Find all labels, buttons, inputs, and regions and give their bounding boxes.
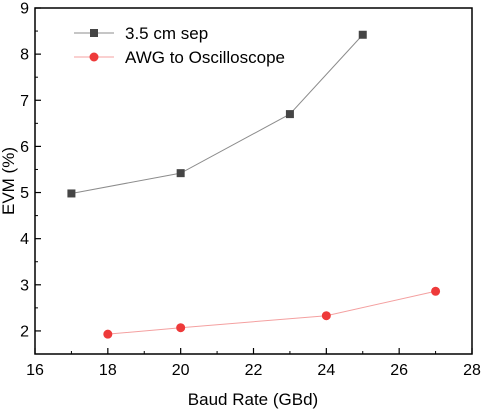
series-line-1 — [71, 34, 364, 194]
data-point-series-2 — [321, 311, 331, 321]
x-axis-title: Baud Rate (GBd) — [188, 390, 318, 409]
y-axis: 2 3 4 5 6 7 8 9 — [20, 1, 41, 340]
series-layer — [67, 30, 441, 339]
x-tick-label: 16 — [26, 362, 44, 379]
y-tick-label: 8 — [20, 47, 29, 64]
legend-marker-series-2 — [89, 52, 99, 62]
y-tick-label: 3 — [20, 277, 29, 294]
data-point-series-1 — [358, 30, 367, 39]
y-tick-label: 7 — [20, 93, 29, 110]
series-line-2 — [107, 290, 436, 335]
data-point-series-2 — [431, 286, 441, 296]
data-point-series-2 — [176, 323, 186, 333]
data-point-series-1 — [67, 189, 76, 198]
legend-marker-series-1 — [90, 29, 98, 37]
data-point-series-2 — [103, 329, 113, 339]
y-tick-label: 9 — [20, 1, 29, 18]
x-tick-label: 28 — [463, 362, 481, 379]
legend-label-series-2: AWG to Oscilloscope — [125, 48, 285, 67]
y-tick-label: 4 — [20, 231, 29, 248]
y-tick-label: 5 — [20, 185, 29, 202]
y-axis-title: EVM (%) — [0, 147, 18, 215]
x-tick-label: 26 — [390, 362, 408, 379]
x-tick-label: 18 — [99, 362, 117, 379]
y-tick-label: 6 — [20, 139, 29, 156]
y-tick-label: 2 — [20, 323, 29, 340]
x-tick-label: 22 — [245, 362, 263, 379]
legend-label-series-1: 3.5 cm sep — [125, 24, 208, 43]
x-axis: 16 18 20 22 24 26 28 — [26, 348, 481, 379]
legend: 3.5 cm sep AWG to Oscilloscope — [74, 24, 285, 67]
data-point-series-1 — [176, 169, 185, 178]
data-point-series-1 — [285, 110, 294, 119]
x-tick-label: 20 — [172, 362, 190, 379]
x-tick-label: 24 — [317, 362, 335, 379]
